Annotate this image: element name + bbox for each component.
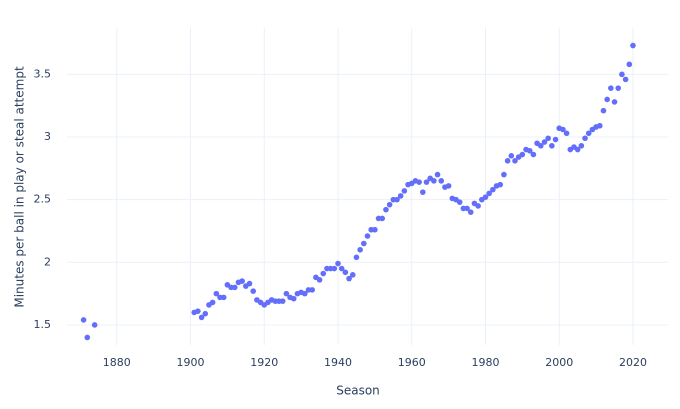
point	[508, 153, 515, 159]
point	[209, 299, 216, 306]
point	[456, 199, 463, 205]
x-tick-label: 2000	[545, 356, 573, 369]
point	[342, 269, 349, 276]
point	[530, 151, 537, 158]
point	[250, 288, 256, 294]
point	[582, 135, 588, 142]
x-tick-label: 1880	[103, 356, 131, 369]
point	[320, 270, 327, 277]
point	[445, 183, 452, 189]
point	[615, 85, 622, 91]
x-axis-title: Season	[336, 384, 380, 398]
point	[630, 42, 636, 49]
point	[600, 107, 607, 114]
point	[91, 322, 98, 328]
point	[549, 142, 555, 149]
point	[519, 151, 526, 158]
point	[578, 142, 585, 149]
point	[239, 278, 245, 284]
point	[475, 203, 481, 209]
y-tick-label: 3	[44, 130, 51, 143]
point	[526, 147, 533, 154]
point	[431, 178, 437, 184]
point	[622, 76, 629, 83]
point	[316, 277, 323, 283]
point	[560, 126, 566, 133]
point	[464, 205, 470, 212]
point	[335, 260, 341, 267]
point	[202, 310, 209, 317]
point	[490, 186, 496, 193]
x-tick-label: 1900	[177, 356, 205, 369]
point	[501, 171, 507, 178]
point	[349, 272, 356, 278]
point	[364, 233, 371, 239]
point	[552, 136, 559, 143]
y-tick-label: 3.5	[34, 67, 52, 80]
x-tick-label: 1940	[324, 356, 352, 369]
point	[331, 265, 338, 272]
point	[279, 298, 286, 304]
point	[195, 308, 201, 314]
point	[537, 142, 544, 149]
point	[346, 275, 352, 282]
y-axis-title: Minutes per ball in play or steal attemp…	[13, 66, 27, 308]
x-tick-label: 1920	[250, 356, 278, 369]
point	[434, 171, 441, 178]
point	[420, 189, 426, 195]
point	[512, 158, 518, 164]
point	[604, 96, 610, 103]
point	[596, 122, 603, 129]
point	[213, 290, 220, 297]
point	[574, 146, 581, 153]
point	[482, 194, 489, 200]
point	[309, 287, 315, 293]
point	[438, 178, 445, 184]
point	[394, 196, 400, 203]
x-tick-label: 2020	[619, 356, 647, 369]
point	[585, 130, 592, 137]
point	[231, 284, 238, 291]
point	[80, 317, 87, 323]
point	[545, 135, 551, 142]
point	[220, 294, 227, 301]
y-tick-label: 2.5	[34, 193, 52, 206]
point	[626, 61, 633, 68]
point	[497, 181, 504, 188]
y-tick-label: 1.5	[34, 318, 52, 331]
point	[383, 206, 389, 213]
point	[361, 240, 367, 247]
point	[379, 215, 386, 222]
point	[619, 71, 625, 78]
point	[397, 193, 404, 199]
y-tick-label: 2	[44, 255, 51, 268]
point	[338, 265, 345, 272]
point	[611, 99, 618, 105]
point	[608, 85, 614, 91]
point	[372, 226, 378, 233]
point	[246, 280, 253, 287]
point	[486, 190, 492, 197]
point	[416, 179, 422, 185]
point	[357, 246, 363, 253]
point	[290, 295, 297, 302]
point	[84, 334, 91, 341]
x-tick-label: 1980	[471, 356, 499, 369]
point	[423, 179, 430, 185]
point	[467, 209, 474, 215]
point	[283, 290, 290, 297]
point	[386, 201, 393, 208]
point	[302, 290, 308, 297]
point	[541, 139, 548, 145]
point	[401, 188, 408, 194]
point	[563, 130, 570, 137]
x-tick-label: 1960	[398, 356, 426, 369]
point	[198, 314, 205, 321]
point	[353, 254, 360, 261]
point	[504, 158, 511, 164]
